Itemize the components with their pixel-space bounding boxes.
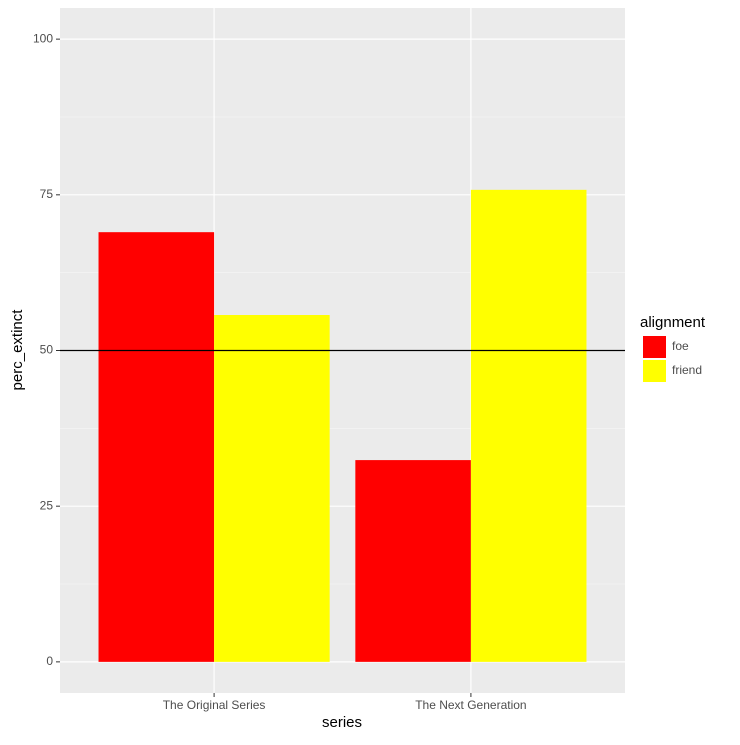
y-tick-label: 25 xyxy=(40,498,54,512)
x-tick-label: The Original Series xyxy=(163,698,266,712)
bar xyxy=(214,315,330,662)
x-axis-title: series xyxy=(322,714,362,731)
y-axis-title: perc_extinct xyxy=(9,309,26,391)
y-tick-label: 0 xyxy=(46,654,53,668)
legend-label: friend xyxy=(672,363,702,377)
x-tick-label: The Next Generation xyxy=(415,698,526,712)
legend-key xyxy=(643,360,666,382)
bar xyxy=(355,460,471,662)
y-tick-label: 50 xyxy=(40,343,54,357)
legend-title: alignment xyxy=(640,314,706,331)
y-tick-label: 100 xyxy=(33,31,53,45)
y-tick-label: 75 xyxy=(40,187,54,201)
bar xyxy=(470,189,587,662)
bar xyxy=(98,232,215,662)
legend-label: foe xyxy=(672,339,689,353)
legend-key xyxy=(643,336,666,358)
